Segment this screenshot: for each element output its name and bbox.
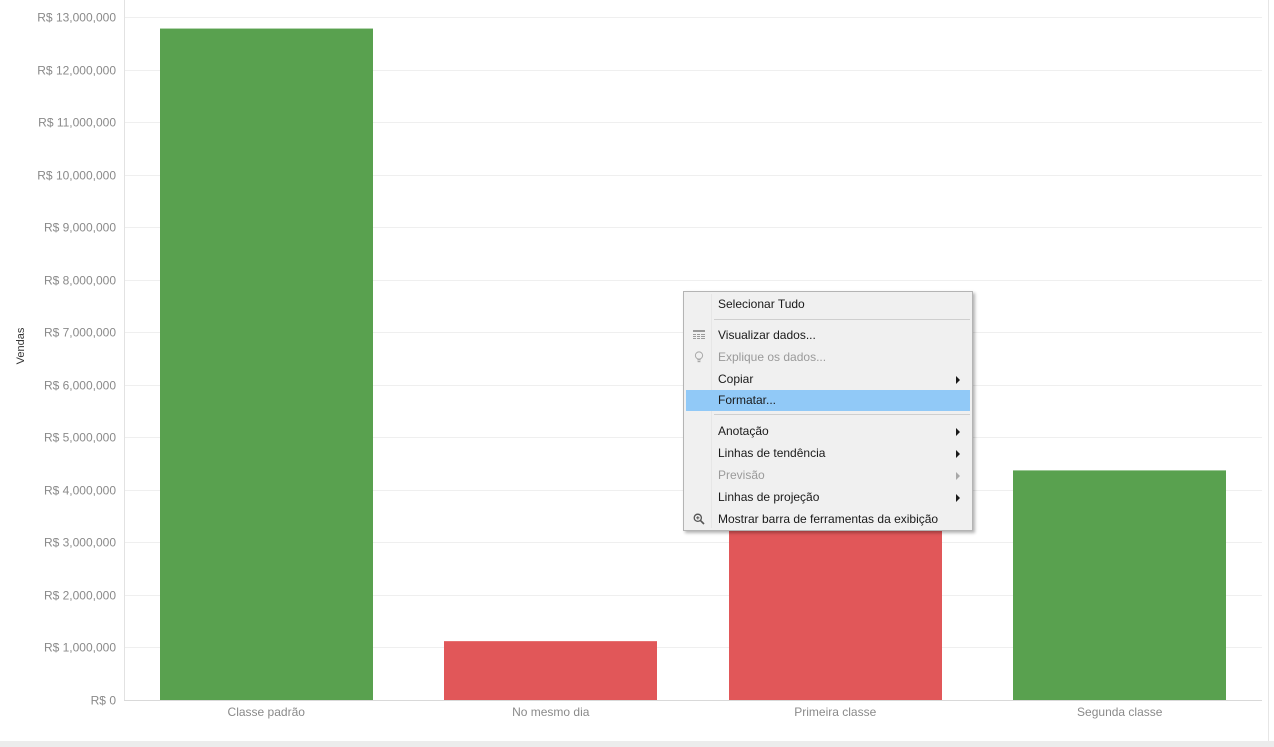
menu-item-trend-lines[interactable]: Linhas de tendência (686, 443, 970, 464)
menu-item-forecast[interactable]: Previsão (686, 465, 970, 486)
x-tick-label: Primeira classe (794, 705, 876, 719)
menu-item-view-data[interactable]: Visualizar dados... (686, 325, 970, 346)
submenu-arrow-icon (956, 376, 960, 384)
menu-item-label: Formatar... (718, 393, 777, 407)
bar (1013, 470, 1226, 700)
y-tick-label: R$ 11,000,000 (38, 116, 116, 130)
bar (444, 641, 657, 700)
y-tick-label: R$ 3,000,000 (44, 536, 116, 550)
y-tick-label: R$ 12,000,000 (37, 64, 116, 78)
x-tick-label: Classe padrão (228, 705, 306, 719)
x-tick-label: No mesmo dia (512, 705, 590, 719)
menu-item-label: Linhas de tendência (718, 446, 826, 460)
menu-separator (714, 414, 970, 415)
zoom-icon (692, 509, 706, 530)
menu-icon-gutter (711, 294, 712, 528)
bottom-strip (0, 741, 1274, 747)
menu-item-label: Mostrar barra de ferramentas da exibição (718, 512, 939, 526)
menu-item-drop-lines[interactable]: Linhas de projeção (686, 487, 970, 508)
y-tick-label: R$ 5,000,000 (44, 431, 116, 445)
submenu-arrow-icon (956, 472, 960, 480)
menu-item-annotation[interactable]: Anotação (686, 421, 970, 442)
menu-item-label: Previsão (718, 468, 765, 482)
submenu-arrow-icon (956, 428, 960, 436)
y-tick-label: R$ 13,000,000 (37, 11, 116, 25)
y-axis-title: Vendas (15, 327, 27, 364)
y-tick-label: R$ 8,000,000 (44, 274, 116, 288)
menu-item-label: Explique os dados... (718, 350, 827, 364)
menu-item-show-view-toolbar[interactable]: Mostrar barra de ferramentas da exibição (686, 509, 970, 530)
menu-separator (714, 319, 970, 320)
y-tick-label: R$ 2,000,000 (44, 589, 116, 603)
y-tick-label: R$ 9,000,000 (44, 221, 116, 235)
y-tick-label: R$ 7,000,000 (44, 326, 116, 340)
y-tick-label: R$ 10,000,000 (37, 169, 116, 183)
menu-item-label: Selecionar Tudo (718, 297, 805, 311)
x-tick-label: Segunda classe (1077, 705, 1163, 719)
menu-item-explain-data[interactable]: Explique os dados... (686, 347, 970, 368)
table-icon (692, 325, 706, 346)
y-tick-label: R$ 0 (91, 694, 117, 708)
bar (160, 28, 373, 700)
menu-item-label: Visualizar dados... (718, 328, 816, 342)
menu-item-select-all[interactable]: Selecionar Tudo (686, 294, 970, 315)
submenu-arrow-icon (956, 450, 960, 458)
menu-item-format[interactable]: Formatar... (686, 390, 970, 411)
view-border (1268, 0, 1269, 741)
menu-item-label: Anotação (718, 424, 769, 438)
lightbulb-icon (692, 347, 706, 368)
bar (729, 501, 942, 700)
submenu-arrow-icon (956, 494, 960, 502)
y-tick-label: R$ 4,000,000 (44, 484, 116, 498)
menu-item-label: Linhas de projeção (718, 490, 820, 504)
y-tick-label: R$ 1,000,000 (44, 641, 116, 655)
y-tick-label: R$ 6,000,000 (44, 379, 116, 393)
menu-item-label: Copiar (718, 372, 754, 386)
context-menu: Selecionar Tudo Visualizar dados... (683, 291, 973, 531)
menu-item-copy[interactable]: Copiar (686, 369, 970, 390)
